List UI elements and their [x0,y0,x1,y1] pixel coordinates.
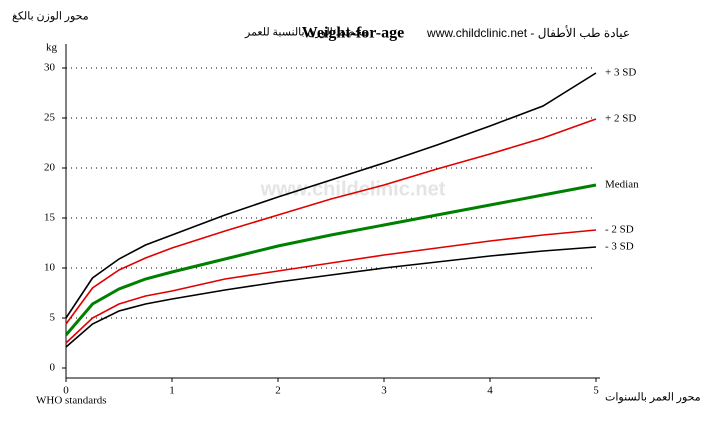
x-axis-label: محور العمر بالسنوات [605,392,701,404]
y-tick-label: 30 [44,62,56,74]
series-label: - 3 SD [605,241,634,253]
series-line [65,229,597,344]
chart-title: Weight-for-age [302,25,404,42]
y-axis-label: محور الوزن بالكغ [12,11,89,23]
series-line [64,183,597,336]
watermark: www.childclinic.net [260,178,446,200]
series-line [65,246,597,348]
x-tick-label: 2 [275,385,281,397]
series-line [65,118,597,325]
y-tick-label: 15 [44,212,56,224]
series-label: - 2 SD [605,224,634,236]
x-tick-label: 0 [63,385,69,397]
y-unit: kg [46,42,58,54]
x-tick-label: 3 [381,385,387,397]
series-label: + 3 SD [605,67,636,79]
y-tick-label: 20 [44,162,56,174]
y-tick-label: 0 [50,362,56,374]
y-tick-label: 25 [44,112,56,124]
x-tick-label: 5 [593,385,599,397]
y-tick-label: 10 [44,262,56,274]
x-tick-label: 4 [487,385,493,397]
source: WHO standards [36,395,107,407]
y-tick-label: 5 [50,312,56,324]
series-label: Median [605,179,639,191]
x-tick-label: 1 [169,385,175,397]
series-line [65,72,597,319]
subtitle: مخطط الوزن بالنسبة للعمر [244,27,368,39]
header: عيادة طب الأطفال - www.childclinic.net [426,25,630,40]
series-label: + 2 SD [605,113,636,125]
